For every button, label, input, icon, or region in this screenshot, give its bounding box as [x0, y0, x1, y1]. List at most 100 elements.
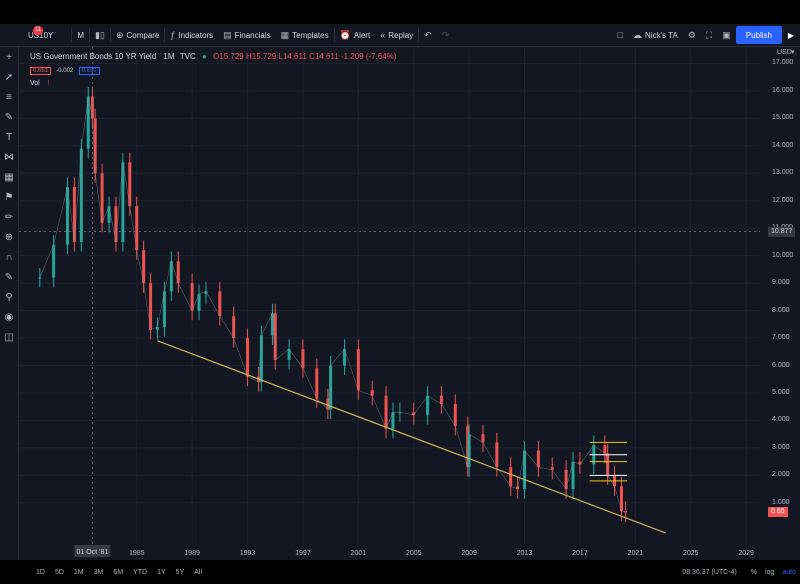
ohlc-change: -1.209 (-7.64%)	[340, 52, 397, 61]
replay-label: Replay	[388, 30, 414, 40]
crosshair-date-label: 01 Oct '81	[77, 549, 109, 556]
ohlc-values: O15.729 H15.729 L14.611 C14.611 -1.209 (…	[213, 52, 396, 61]
settings-button[interactable]: ⚙	[683, 24, 701, 46]
currency-label: USD	[777, 49, 792, 56]
candle-body	[439, 395, 443, 404]
price-axis-menu-icon[interactable]: ▾	[791, 49, 795, 56]
time-tick-label: 1993	[240, 550, 256, 557]
measure-tool[interactable]: ✏	[0, 207, 18, 227]
crosshair-tool[interactable]: +	[0, 47, 18, 67]
candle-body	[412, 412, 416, 415]
layout-name-button[interactable]: ☁ Nick's TA	[628, 24, 683, 46]
price-tick-label: 2.000	[772, 471, 790, 479]
redo-button[interactable]: ↷	[437, 24, 455, 46]
symbol-search[interactable]: 11 US10Y	[22, 24, 71, 46]
fullscreen-button[interactable]: ⛶	[701, 24, 717, 46]
price-tick-label: 3.000	[772, 443, 790, 451]
candle-style-button[interactable]: ▮▯	[90, 24, 110, 46]
publish-button[interactable]: Publish	[735, 26, 782, 44]
candle-body	[79, 148, 83, 242]
candle-body	[523, 450, 527, 490]
indicators-button[interactable]: ƒ Indicators	[165, 24, 218, 46]
candle-body	[169, 261, 173, 292]
price-axis[interactable]: USD ▾ 17.000 16.000 15.000 14.000 13.000 12.0…	[760, 47, 800, 544]
time-tick-label: 2009	[461, 550, 477, 557]
snapshot-button[interactable]: ▣	[717, 24, 736, 46]
auto-scale-toggle[interactable]: auto	[782, 568, 796, 576]
play-icon: ▶	[787, 30, 795, 40]
price-tick-label: 13.000	[772, 169, 794, 177]
time-tick-label: 2029	[738, 550, 754, 557]
fib-tool[interactable]: ≡	[0, 87, 18, 107]
templates-button[interactable]: ▦ Templates	[276, 24, 334, 46]
icon-tool[interactable]: ⚑	[0, 187, 18, 207]
brush-tool[interactable]: ✎	[0, 107, 18, 127]
percent-scale-toggle[interactable]: %	[750, 568, 758, 576]
candle-body	[149, 283, 153, 330]
candle-body	[162, 291, 166, 328]
candle-body	[142, 250, 146, 284]
ruler-icon: ✏	[4, 211, 14, 223]
spread-value: -0.002	[56, 68, 74, 74]
bid-price[interactable]: 0.651	[30, 67, 52, 75]
range-6m[interactable]: 6M	[113, 568, 124, 576]
range-5d[interactable]: 5D	[54, 568, 64, 576]
candle-body	[426, 395, 430, 415]
camera-icon: ▣	[722, 29, 731, 40]
chart-grid	[19, 47, 760, 544]
candle-body	[384, 395, 388, 429]
bottom-toolbar: 1D 5D 1M 3M 6M YTD 1Y 5Y All 08:36:37 (UTC-4) % …	[19, 560, 800, 584]
layout-square-button[interactable]: □	[613, 24, 628, 46]
delete-tool[interactable]: ◫	[0, 327, 18, 347]
stay-drawing-tool[interactable]: ✎	[0, 267, 18, 287]
time-tick-label: 2025	[683, 550, 699, 557]
chart-legend: US Government Bonds 10 YR Yield 1M TVC ●…	[30, 52, 397, 75]
range-5y[interactable]: 5Y	[175, 568, 185, 576]
log-scale-toggle[interactable]: log	[765, 568, 775, 576]
pattern-tool[interactable]: ⋈	[0, 147, 18, 167]
undo-button[interactable]: ↶	[419, 24, 437, 46]
price-chart[interactable]	[19, 47, 760, 544]
lock-tool[interactable]: ⚲	[0, 287, 18, 307]
prediction-tool[interactable]: ▦	[0, 167, 18, 187]
crosshair-icon: +	[6, 51, 12, 63]
candle-body	[624, 511, 628, 513]
candle-body	[121, 162, 125, 242]
candlestick-icon: ▮▯	[95, 29, 105, 40]
legend-source: TVC	[179, 52, 196, 61]
zoom-tool[interactable]: ⊕	[0, 227, 18, 247]
clock[interactable]: 08:36:37 (UTC-4)	[682, 568, 737, 576]
interval-button[interactable]: M	[72, 24, 89, 46]
range-3m[interactable]: 3M	[93, 568, 104, 576]
trendline-tool[interactable]: ➚	[0, 67, 18, 87]
candle-body	[65, 187, 69, 245]
candle-body	[190, 283, 194, 311]
range-1m[interactable]: 1M	[73, 568, 84, 576]
financials-button[interactable]: ▤ Financials	[218, 24, 276, 46]
replay-button[interactable]: «Replay	[375, 24, 418, 46]
candle-body	[176, 261, 180, 284]
candle-body	[495, 442, 499, 468]
range-1y[interactable]: 1Y	[157, 568, 166, 576]
horizontal-levels	[589, 441, 628, 482]
alarm-clock-icon: ⏰	[339, 29, 351, 40]
candle-body	[509, 467, 513, 487]
candle-body	[259, 335, 263, 382]
text-tool[interactable]: T	[0, 127, 18, 147]
hide-tool[interactable]: ◉	[0, 307, 18, 327]
range-1d[interactable]: 1D	[36, 568, 45, 576]
time-axis[interactable]: 1985 1989 1993 1997 2001 2005 2009 2013 2017 2021…	[19, 544, 760, 560]
candle-body	[398, 412, 402, 414]
compare-button[interactable]: ⊕ Compare	[111, 24, 164, 46]
price-tick-label: 8.000	[772, 306, 790, 314]
alert-button[interactable]: ⏰ Alert	[335, 24, 376, 46]
ask-price[interactable]: 0.650	[78, 67, 100, 75]
drawing-toolbar: + ➚ ≡ ✎ T ⋈ ▦ ⚑ ✏ ⊕ ∩ ✎ ⚲ ◉ ◫	[0, 47, 19, 560]
prediction-icon: ▦	[4, 171, 14, 183]
ohlc-low: L14.611	[278, 52, 307, 61]
range-ytd[interactable]: YTD	[133, 568, 148, 576]
magnet-tool[interactable]: ∩	[0, 247, 18, 267]
range-all[interactable]: All	[194, 568, 203, 576]
notification-badge: 11	[33, 26, 44, 35]
play-button[interactable]: ▶	[782, 24, 800, 46]
